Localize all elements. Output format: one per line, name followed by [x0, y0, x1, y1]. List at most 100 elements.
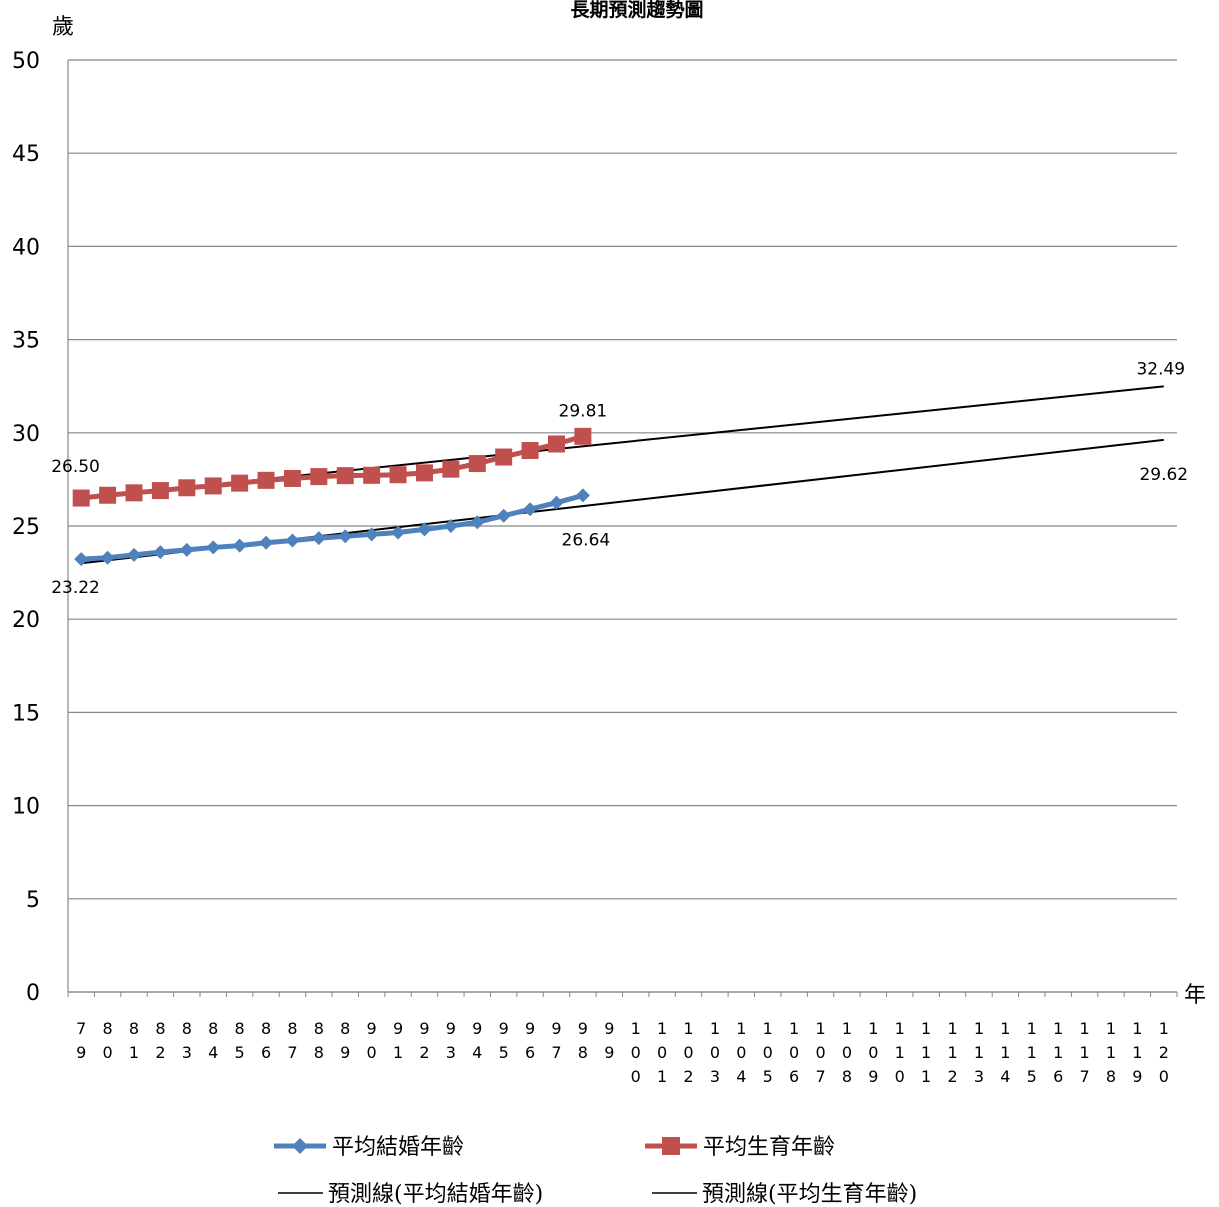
data-point — [521, 442, 539, 460]
y-tick-label-45: 45 — [12, 142, 40, 167]
data-point — [417, 522, 432, 537]
data-label-26.50: 26.50 — [51, 457, 100, 477]
data-point — [232, 538, 247, 553]
data-point — [285, 533, 300, 548]
data-point — [100, 550, 115, 565]
data-point — [311, 531, 326, 546]
legend-item-3: 預測線(平均生育年齡) — [652, 1182, 917, 1207]
data-point — [523, 502, 538, 517]
data-label-23.22: 23.22 — [51, 578, 100, 598]
data-point — [283, 469, 301, 487]
y-tick-label-10: 10 — [12, 795, 40, 820]
series-1 — [72, 427, 592, 507]
y-tick-label-20: 20 — [12, 608, 40, 633]
data-label-26.64: 26.64 — [562, 530, 611, 550]
y-tick-label-30: 30 — [12, 422, 40, 447]
data-point — [257, 471, 275, 489]
data-label-32.49: 32.49 — [1136, 359, 1185, 379]
x-axis: 7 9 8 0 8 1 8 2 8 3 8 4 8 5 8 6 8 7 8 8 8 9 9 0 9 1 9 2 9 3 9 4 9 5 9 6 9 7 9 8… — [67, 60, 1178, 1086]
series-0 — [74, 488, 590, 567]
y-tick-label-15: 15 — [12, 701, 40, 726]
data-label-29.62: 29.62 — [1139, 465, 1188, 485]
data-point — [443, 519, 458, 533]
legend-label: 預測線(平均生育年齡) — [702, 1182, 917, 1207]
y-tick-label-25: 25 — [12, 515, 40, 540]
data-point — [204, 477, 222, 495]
y-tick-label-0: 0 — [26, 981, 40, 1006]
data-point — [338, 529, 353, 544]
data-label-29.81: 29.81 — [559, 401, 608, 421]
data-point — [442, 460, 460, 478]
data-point — [151, 482, 169, 500]
gridlines — [68, 59, 1177, 993]
data-point — [336, 467, 354, 485]
y-tick-label-35: 35 — [12, 329, 40, 354]
legend-label: 平均結婚年齡 — [332, 1135, 464, 1160]
y-tick-labels: 0 5 10 15 20 25 30 35 40 45 50 — [12, 49, 40, 1006]
legend-item-1: 平均生育年齡 — [645, 1135, 835, 1160]
data-point — [127, 547, 142, 562]
data-point — [231, 474, 249, 492]
y-tick-label-5: 5 — [26, 888, 40, 913]
data-point — [206, 540, 221, 555]
data-point — [179, 542, 194, 557]
data-point — [364, 527, 379, 542]
legend-marker — [662, 1137, 680, 1155]
legend-label: 平均生育年齡 — [703, 1135, 835, 1160]
data-point — [391, 525, 406, 540]
data-point — [468, 455, 486, 473]
data-point — [496, 508, 511, 523]
data-point — [575, 488, 590, 503]
data-point — [363, 466, 381, 484]
legend-item-2: 預測線(平均結婚年齡) — [278, 1182, 543, 1207]
legend-item-0: 平均結婚年齡 — [274, 1135, 464, 1160]
y-tick-label-50: 50 — [12, 49, 40, 74]
data-point — [259, 535, 274, 550]
y-axis-unit: 歲 — [52, 15, 74, 40]
chart-title: 長期預測趨勢圖 — [570, 0, 703, 21]
data-point — [178, 479, 196, 497]
y-tick-label-40: 40 — [12, 235, 40, 260]
data-point — [470, 515, 485, 530]
data-point — [389, 466, 407, 484]
legend-label: 預測線(平均結婚年齡) — [328, 1182, 543, 1207]
data-point — [72, 489, 90, 507]
x-axis-unit: 年 — [1184, 983, 1206, 1008]
legend-marker — [292, 1138, 308, 1154]
data-point — [547, 435, 565, 453]
data-series — [72, 427, 592, 567]
